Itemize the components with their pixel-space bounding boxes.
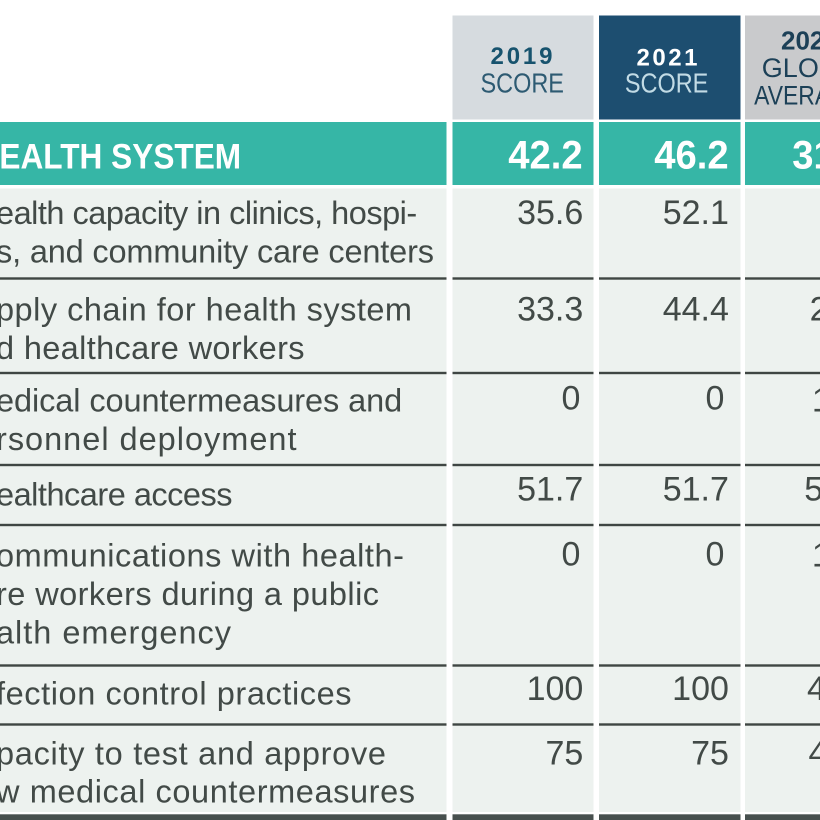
- svg-text:44.1: 44.1: [807, 670, 820, 708]
- svg-text:52.4: 52.4: [804, 471, 820, 509]
- svg-text:ealthcare access: ealthcare access: [0, 476, 233, 512]
- svg-text:51.7: 51.7: [663, 471, 729, 509]
- svg-text:15.2: 15.2: [812, 537, 820, 575]
- svg-text:100: 100: [527, 670, 584, 708]
- svg-text:edical countermeasures and: edical countermeasures and: [0, 383, 402, 419]
- svg-text:s, and community care centers: s, and community care centers: [0, 233, 434, 269]
- svg-text:ommunications with health-: ommunications with health-: [0, 538, 404, 574]
- svg-text:51.7: 51.7: [517, 471, 583, 509]
- svg-text:0: 0: [705, 536, 724, 574]
- svg-text:ealth capacity in clinics, hos: ealth capacity in clinics, hospi-: [0, 195, 417, 231]
- svg-text:SCORE: SCORE: [625, 69, 708, 99]
- svg-text:2021: 2021: [781, 26, 820, 56]
- svg-text:SCORE: SCORE: [480, 69, 563, 99]
- svg-text:pply chain for health system: pply chain for health system: [0, 292, 412, 328]
- svg-text:46.2: 46.2: [654, 134, 728, 178]
- svg-text:0: 0: [561, 380, 580, 418]
- svg-text:48.2: 48.2: [809, 735, 820, 773]
- svg-text:52.1: 52.1: [663, 194, 729, 232]
- svg-text:rsonnel deployment: rsonnel deployment: [0, 421, 297, 457]
- svg-text:0: 0: [705, 380, 724, 418]
- svg-text:fection control practices: fection control practices: [0, 675, 352, 711]
- svg-text:31.5: 31.5: [792, 134, 820, 178]
- svg-text:35.6: 35.6: [517, 194, 583, 232]
- svg-text:re workers during a public: re workers during a public: [0, 576, 379, 612]
- svg-text:11.3: 11.3: [812, 382, 820, 420]
- svg-text:75: 75: [545, 735, 583, 773]
- svg-text:24.9: 24.9: [810, 291, 820, 329]
- svg-text:d healthcare workers: d healthcare workers: [0, 330, 305, 366]
- svg-text:EALTH SYSTEM: EALTH SYSTEM: [0, 138, 241, 177]
- svg-text:w medical countermeasures: w medical countermeasures: [0, 774, 415, 810]
- svg-text:alth emergency: alth emergency: [0, 615, 232, 651]
- svg-text:0: 0: [561, 536, 580, 574]
- svg-text:100: 100: [672, 670, 729, 708]
- svg-text:33.3: 33.3: [517, 291, 583, 329]
- svg-text:pacity to test and approve: pacity to test and approve: [0, 736, 386, 772]
- svg-text:75: 75: [691, 735, 729, 773]
- svg-text:GLOBAL: GLOBAL: [762, 53, 820, 83]
- svg-text:AVERAGE: AVERAGE: [754, 81, 820, 111]
- svg-text:44.4: 44.4: [663, 291, 729, 329]
- svg-text:42.2: 42.2: [508, 134, 582, 178]
